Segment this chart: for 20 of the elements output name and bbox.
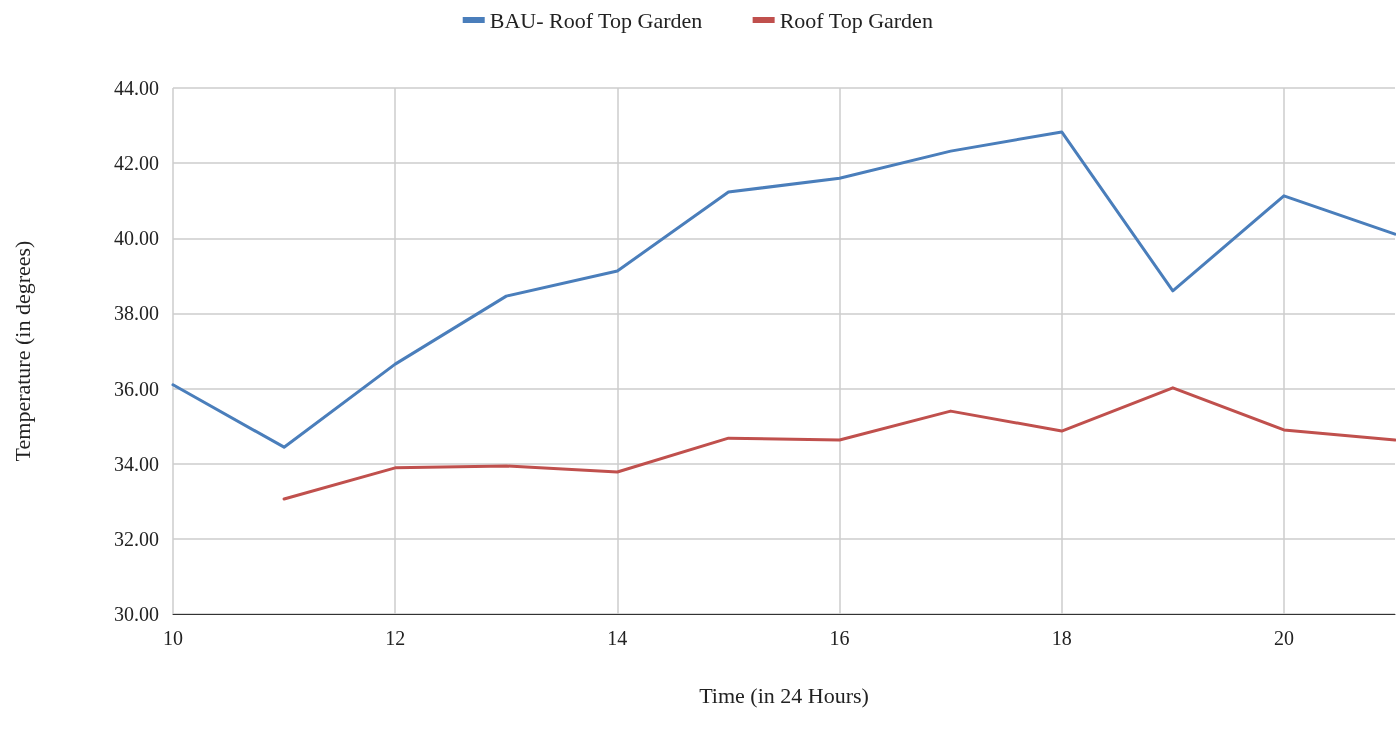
y-axis-title: Temperature (in degrees) — [9, 240, 35, 462]
x-axis-title: Time (in 24 Hours) — [699, 682, 869, 708]
y-tick-label: 30.00 — [114, 603, 159, 625]
y-tick-label: 42.00 — [114, 152, 159, 175]
x-tick-label: 10 — [163, 627, 183, 649]
legend-label: BAU- Roof Top Garden — [489, 7, 703, 33]
legend-label: Roof Top Garden — [779, 7, 933, 33]
y-tick-label: 36.00 — [114, 377, 159, 400]
y-tick-label: 40.00 — [114, 227, 159, 250]
x-tick-label: 20 — [1273, 627, 1294, 649]
y-tick-label: 34.00 — [114, 452, 159, 475]
line-series — [282, 386, 1396, 501]
x-tick-label: 16 — [829, 627, 850, 649]
y-tick-label: 32.00 — [114, 527, 159, 550]
y-tick-label: 44.00 — [114, 77, 159, 99]
x-tick-label: 12 — [385, 627, 406, 649]
y-tick-label: 38.00 — [114, 302, 159, 325]
line-series — [171, 130, 1396, 449]
x-tick-label: 18 — [1051, 627, 1072, 649]
x-tick-label: 14 — [607, 627, 628, 649]
